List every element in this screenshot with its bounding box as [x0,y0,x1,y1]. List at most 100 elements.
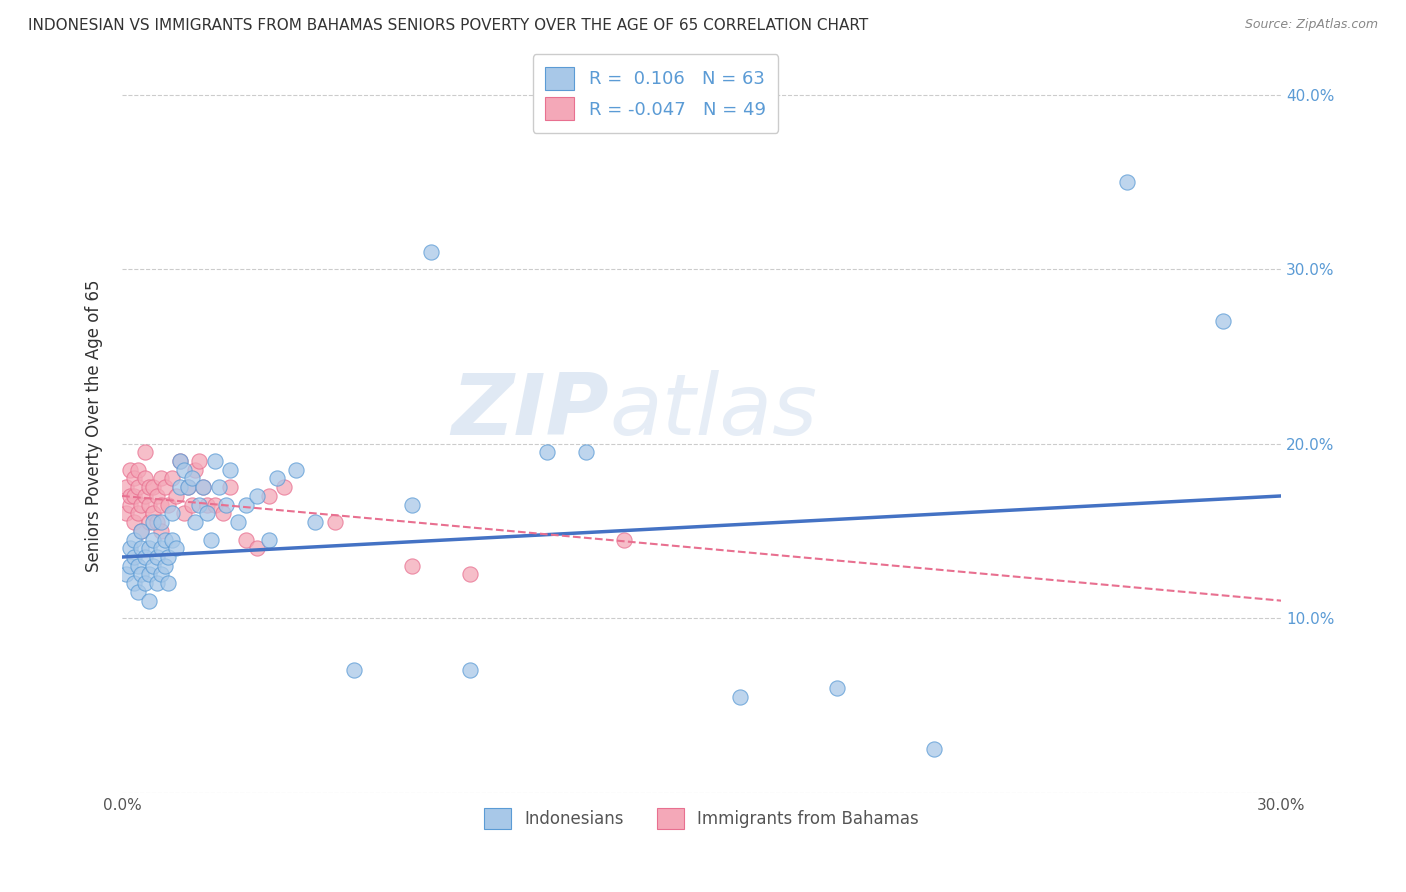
Point [165,541,187,556]
Legend: Indonesians, Immigrants from Bahamas: Indonesians, Immigrants from Bahamas [478,801,925,836]
Point [246,541,269,556]
Point [146,515,169,529]
Point [134,576,156,591]
Point [211,507,233,521]
Point [1115,175,1137,189]
Point [149,498,172,512]
Point [138,541,160,556]
Point [131,567,153,582]
Point [343,664,366,678]
Point [157,498,180,512]
Point [177,480,200,494]
Point [188,454,211,468]
Point [149,515,172,529]
Point [142,558,165,573]
Point [131,524,153,538]
Point [115,507,138,521]
Point [118,489,141,503]
Point [235,533,257,547]
Point [134,489,156,503]
Point [169,454,191,468]
Point [204,454,226,468]
Point [257,489,280,503]
Point [922,742,945,756]
Point [304,515,326,529]
Point [420,244,443,259]
Point [138,480,160,494]
Point [118,558,141,573]
Point [575,445,598,459]
Point [138,567,160,582]
Point [215,498,238,512]
Point [127,558,149,573]
Point [184,463,207,477]
Point [180,498,202,512]
Point [219,480,242,494]
Point [127,507,149,521]
Point [142,480,165,494]
Point [193,480,215,494]
Point [208,480,231,494]
Point [127,463,149,477]
Text: INDONESIAN VS IMMIGRANTS FROM BAHAMAS SENIORS POVERTY OVER THE AGE OF 65 CORRELA: INDONESIAN VS IMMIGRANTS FROM BAHAMAS SE… [28,18,869,33]
Y-axis label: Seniors Poverty Over the Age of 65: Seniors Poverty Over the Age of 65 [86,280,103,573]
Point [180,471,202,485]
Point [131,498,153,512]
Point [153,558,176,573]
Point [177,480,200,494]
Point [165,489,187,503]
Point [323,515,346,529]
Point [266,471,288,485]
Point [162,471,184,485]
Point [134,549,156,564]
Point [122,576,145,591]
Point [458,567,481,582]
Point [142,533,165,547]
Text: Source: ZipAtlas.com: Source: ZipAtlas.com [1244,18,1378,31]
Point [142,507,165,521]
Point [284,463,307,477]
Point [219,463,242,477]
Point [613,533,636,547]
Point [149,541,172,556]
Text: atlas: atlas [609,370,817,453]
Point [127,480,149,494]
Point [195,507,218,521]
Point [173,507,195,521]
Point [162,507,184,521]
Point [257,533,280,547]
Point [122,515,145,529]
Point [122,471,145,485]
Point [118,498,141,512]
Point [536,445,558,459]
Point [173,463,195,477]
Point [825,681,848,695]
Point [246,489,269,503]
Point [138,515,160,529]
Point [115,567,138,582]
Point [162,533,184,547]
Point [1212,314,1234,328]
Point [122,489,145,503]
Point [169,454,191,468]
Point [134,445,156,459]
Point [200,533,222,547]
Point [235,498,257,512]
Point [146,489,169,503]
Point [188,498,211,512]
Point [122,533,145,547]
Point [153,533,176,547]
Point [122,549,145,564]
Point [153,480,176,494]
Point [184,515,207,529]
Point [730,690,752,704]
Point [157,549,180,564]
Point [193,480,215,494]
Point [118,541,141,556]
Point [169,480,191,494]
Point [149,567,172,582]
Point [131,524,153,538]
Point [146,576,169,591]
Point [115,480,138,494]
Point [131,541,153,556]
